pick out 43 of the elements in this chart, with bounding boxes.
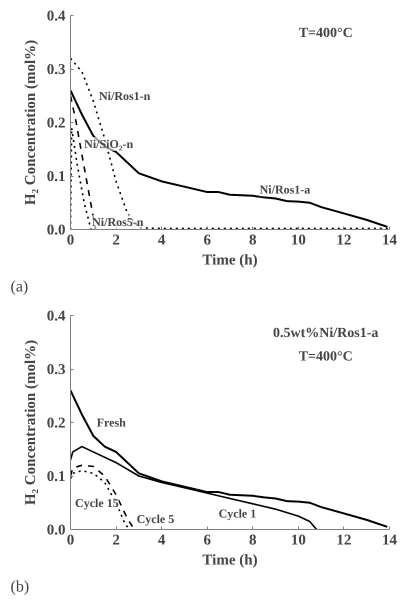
x-tick-label: 6 (203, 232, 212, 248)
y-tick-label: 0.0 (46, 222, 66, 238)
y-tick-label: 0.2 (46, 116, 66, 132)
x-tick-label: 10 (290, 232, 306, 248)
series-label: Ni/Ros1-n (98, 88, 151, 103)
x-tick-label: 0 (66, 232, 74, 248)
x-tick-label: 4 (158, 232, 166, 248)
y-axis-title: H₂ Concentration (mol%) (22, 340, 39, 506)
x-tick-label: 8 (249, 532, 257, 548)
y-tick-label: 0.1 (46, 469, 66, 485)
x-tick-label: 12 (336, 232, 352, 248)
x-tick-label: 10 (290, 532, 306, 548)
text: (b) (10, 578, 30, 596)
x-tick-label: 4 (158, 532, 166, 548)
y-axis-title: H₂ Concentration (mol%) (22, 40, 39, 206)
annotation: T=400°C (298, 350, 353, 365)
x-tick-label: 12 (336, 532, 352, 548)
y-tick-label: 0.3 (46, 62, 66, 78)
series-label: Cycle 5 (136, 512, 174, 526)
x-tick-label: 2 (112, 232, 120, 248)
series-label: Ni/SiO₂-n (84, 136, 134, 151)
x-tick-label: 6 (203, 532, 212, 548)
series-label: Ni/Ros5-n (92, 215, 144, 230)
annotation: T=400°C (298, 26, 353, 42)
x-tick-label: 14 (382, 532, 398, 548)
y-tick-label: 0.2 (46, 416, 66, 432)
series-label: Fresh (96, 416, 126, 430)
series-label: Cycle 15 (75, 496, 119, 510)
y-tick-label: 0.4 (46, 308, 66, 324)
text: (a) (10, 278, 28, 296)
x-axis-title: Time (h) (202, 252, 258, 268)
series-label: Ni/Ros1-a (260, 182, 310, 196)
annotation: 0.5wt%Ni/Ros1-a (273, 326, 378, 342)
y-tick-label: 0.4 (46, 8, 66, 24)
x-tick-label: 14 (382, 232, 398, 248)
y-tick-label: 0.0 (46, 522, 66, 538)
series-label: Cycle 1 (218, 506, 256, 520)
y-tick-label: 0.3 (46, 362, 66, 378)
x-axis-title: Time (h) (202, 552, 258, 568)
x-tick-label: 8 (249, 232, 257, 248)
y-tick-label: 0.1 (46, 169, 66, 185)
x-tick-label: 0 (66, 532, 74, 548)
x-tick-label: 2 (112, 532, 120, 548)
